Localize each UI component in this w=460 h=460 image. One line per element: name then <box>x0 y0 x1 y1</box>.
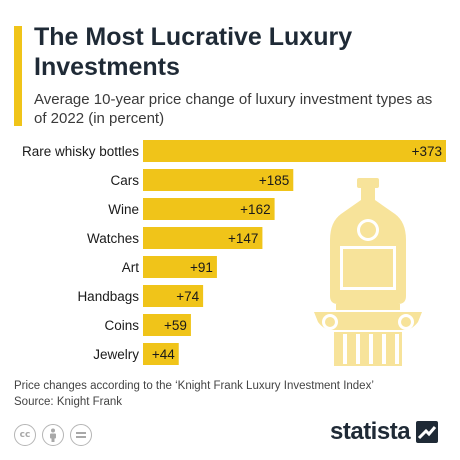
source-note: Price changes according to the ‘Knight F… <box>14 380 374 392</box>
bar-rare-whisky-bottles <box>143 140 446 162</box>
brand-name: statista <box>330 418 411 445</box>
category-label: Wine <box>108 202 139 217</box>
value-label: +74 <box>176 289 199 304</box>
equals-icon <box>76 432 86 438</box>
bar-cars <box>143 169 294 191</box>
bar-coins <box>143 314 191 336</box>
category-label: Art <box>122 260 140 275</box>
bar-art <box>143 256 217 278</box>
license-icons: cc <box>14 424 92 446</box>
category-label: Jewelry <box>93 347 139 362</box>
source-credit: Source: Knight Frank <box>14 396 123 408</box>
bar-watches <box>143 227 263 249</box>
statista-brand[interactable]: statista <box>330 418 439 446</box>
attribution-icon[interactable] <box>42 424 64 446</box>
value-label: +91 <box>190 260 213 275</box>
category-label: Coins <box>104 318 139 333</box>
whisky-bottle-illustration-icon <box>314 178 422 366</box>
category-label: Handbags <box>77 289 139 304</box>
category-label: Watches <box>87 231 139 246</box>
statista-logo-icon <box>416 421 439 443</box>
page-title: The Most Lucrative Luxury Investments <box>34 23 353 81</box>
bar-wine <box>143 198 275 220</box>
category-label: Cars <box>110 173 139 188</box>
no-derivatives-icon[interactable] <box>70 424 92 446</box>
value-label: +162 <box>240 202 270 217</box>
bar-chart: Rare whisky bottles +373 Cars +185 Wine +162 W… <box>22 140 446 366</box>
value-label: +59 <box>164 318 187 333</box>
cc-icon[interactable]: cc <box>14 424 36 446</box>
bar-jewelry <box>143 343 179 365</box>
value-label: +147 <box>228 231 258 246</box>
source-block: Price changes according to the ‘Knight F… <box>14 378 444 410</box>
page-subtitle: Average 10-year price change of luxury i… <box>34 91 433 127</box>
title-accent-bar <box>14 26 22 126</box>
value-label: +44 <box>152 347 175 362</box>
value-label: +373 <box>412 144 442 159</box>
value-label: +185 <box>259 173 289 188</box>
bar-handbags <box>143 285 204 307</box>
category-label: Rare whisky bottles <box>22 144 139 159</box>
person-icon <box>50 428 56 442</box>
